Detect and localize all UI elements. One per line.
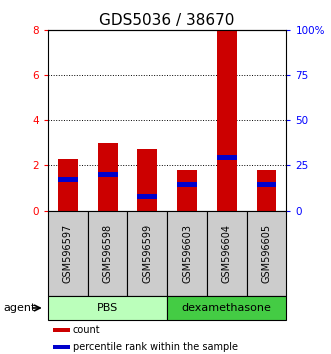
Bar	[98, 143, 118, 211]
Text: percentile rank within the sample: percentile rank within the sample	[73, 342, 238, 352]
Bar	[48, 296, 167, 320]
Bar	[53, 344, 70, 349]
Bar	[127, 211, 167, 296]
Bar	[58, 159, 78, 211]
Text: GSM596603: GSM596603	[182, 224, 192, 282]
Bar	[137, 149, 157, 211]
Bar	[217, 155, 237, 160]
Bar	[98, 172, 118, 177]
Text: dexamethasone: dexamethasone	[182, 303, 272, 313]
Bar	[88, 211, 127, 296]
Text: GSM596605: GSM596605	[261, 223, 271, 283]
Text: PBS: PBS	[97, 303, 118, 313]
Bar	[53, 328, 70, 332]
Text: GSM596604: GSM596604	[222, 224, 232, 282]
Bar	[137, 194, 157, 199]
Bar	[177, 170, 197, 211]
Text: GSM596598: GSM596598	[103, 223, 113, 283]
Bar	[177, 182, 197, 187]
Bar	[247, 211, 286, 296]
Title: GDS5036 / 38670: GDS5036 / 38670	[100, 12, 235, 28]
Bar	[207, 211, 247, 296]
Bar	[167, 211, 207, 296]
Bar	[58, 177, 78, 182]
Bar	[48, 211, 88, 296]
Text: count: count	[73, 325, 100, 335]
Text: GSM596597: GSM596597	[63, 223, 73, 283]
Text: agent: agent	[3, 303, 36, 313]
Bar	[257, 170, 276, 211]
Bar	[257, 182, 276, 187]
Bar	[217, 30, 237, 211]
Bar	[167, 296, 286, 320]
Text: GSM596599: GSM596599	[142, 223, 152, 283]
